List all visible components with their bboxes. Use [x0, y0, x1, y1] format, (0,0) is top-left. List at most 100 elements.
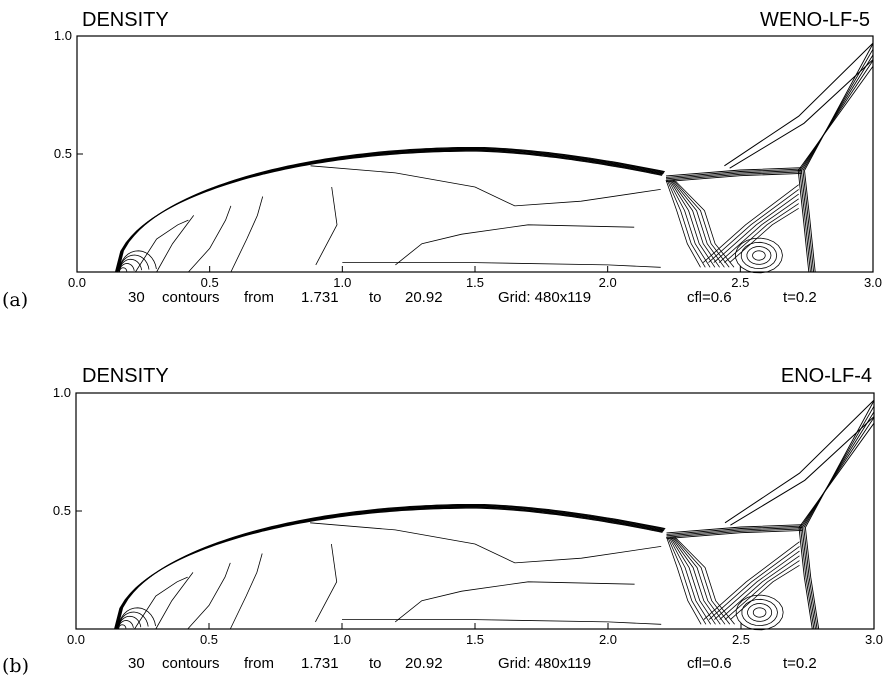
slip-shock-contour — [666, 529, 803, 540]
fan-contour — [708, 546, 800, 620]
y-tick-label: 0.5 — [54, 146, 72, 161]
x-tick-label: 2.5 — [731, 275, 749, 290]
jet-contour — [674, 179, 735, 268]
x-tick-label: 0.5 — [201, 275, 219, 290]
jet-contour — [674, 536, 735, 625]
slip-shock-contour — [666, 527, 803, 537]
caption-b-word-contours: contours — [162, 655, 220, 672]
jet-contour — [668, 179, 711, 268]
mach-stem-contour — [802, 170, 815, 273]
mach-stem-contour — [798, 527, 813, 630]
fan-contour — [724, 560, 800, 620]
nose-contour — [119, 254, 150, 273]
slip-shock-contour — [666, 524, 803, 534]
x-tick-label: 1.5 — [466, 275, 484, 290]
incident-shock-contour — [724, 399, 875, 524]
caption-b-count: 30 — [128, 655, 145, 672]
panel-a-ticks: 0.0 0.5 1.0 1.5 2.0 2.5 3.0 0.5 1.0 — [54, 28, 882, 290]
bow-shock-contour — [117, 146, 665, 273]
mach-stem-contour — [800, 170, 813, 273]
caption-a-word-contours: contours — [162, 289, 220, 306]
interior-contour — [315, 543, 338, 623]
jet-contour — [672, 179, 730, 268]
caption-b-grid: Grid: 480x119 — [498, 655, 591, 672]
reflected-shock-contour — [802, 48, 874, 171]
panel-a-scheme: WENO-LF-5 — [760, 9, 870, 31]
panel-b-contours — [114, 399, 875, 631]
bow-shock-contour — [114, 506, 664, 630]
x-tick-label: 3.0 — [864, 275, 882, 290]
bow-shock-contour — [115, 505, 664, 630]
interior-contour — [155, 572, 194, 630]
caption-a-word-to: to — [369, 289, 382, 306]
interior-contour — [395, 224, 635, 266]
interior-contour — [310, 522, 662, 564]
caption-b-min: 1.731 — [301, 655, 339, 672]
caption-b-cfl: cfl=0.6 — [687, 655, 732, 672]
fan-contour — [730, 564, 800, 620]
x-tick-label: 2.0 — [599, 632, 617, 647]
caption-b-time: t=0.2 — [783, 655, 817, 672]
interior-contour — [342, 262, 661, 268]
reflected-shock-contour — [803, 405, 875, 528]
panel-b-label: (b) — [2, 655, 29, 677]
reflected-shock-contour — [798, 422, 875, 528]
panel-b-caption: 30 contours from 1.731 to 20.92 Grid: 48… — [128, 655, 817, 672]
panel-b-title: DENSITY — [82, 365, 169, 387]
interior-contour — [187, 562, 231, 630]
reflected-shock-contour — [799, 60, 874, 171]
incident-shock-contour — [729, 59, 874, 169]
caption-b-max: 20.92 — [405, 655, 443, 672]
x-tick-label: 2.0 — [599, 275, 617, 290]
interior-contour — [342, 619, 662, 625]
fan-contour — [724, 203, 799, 263]
slip-shock-contour — [666, 528, 803, 538]
x-tick-label: 0.0 — [67, 632, 85, 647]
slip-shock-contour — [665, 167, 802, 177]
slip-shock-contour — [665, 170, 802, 180]
mach-stem-contour — [803, 527, 818, 630]
jet-contour — [668, 536, 712, 625]
slip-shock-contour — [665, 171, 802, 181]
slip-shock-contour — [665, 172, 802, 183]
bow-shock-contour — [115, 149, 663, 273]
caption-a-time: t=0.2 — [783, 289, 817, 306]
caption-a-cfl: cfl=0.6 — [687, 289, 732, 306]
caption-a-min: 1.731 — [301, 289, 339, 306]
incident-shock-contour — [724, 42, 874, 167]
fan-contour — [708, 189, 799, 263]
reflected-shock-contour — [805, 400, 875, 528]
interior-contour — [229, 553, 263, 630]
bow-shock-contour — [116, 503, 666, 630]
vortex-contour — [740, 241, 778, 270]
caption-a-count: 30 — [128, 289, 145, 306]
panel-b-scheme: ENO-LF-4 — [781, 365, 872, 387]
y-tick-label: 1.0 — [53, 385, 71, 400]
slip-shock-contour — [665, 168, 802, 178]
bow-shock-contour — [117, 147, 665, 273]
mach-stem-contour — [804, 170, 816, 273]
vortex-contour — [746, 246, 772, 265]
mach-stem-contour — [797, 170, 810, 273]
bow-shock-contour — [116, 148, 664, 273]
reflected-shock-contour — [804, 43, 874, 171]
jet-contour — [666, 536, 702, 625]
bow-shock-contour — [116, 504, 665, 630]
jet-contour — [667, 536, 707, 625]
fan-contour — [702, 184, 799, 263]
vortex-contour — [735, 594, 784, 631]
x-tick-label: 3.0 — [865, 632, 883, 647]
fan-contour — [713, 193, 799, 263]
nose-contour — [118, 624, 127, 629]
y-tick-label: 1.0 — [54, 28, 72, 43]
jet-contour — [666, 179, 706, 268]
x-tick-label: 1.0 — [333, 275, 351, 290]
mach-stem-contour — [801, 527, 816, 630]
mach-stem-contour — [804, 527, 820, 630]
jet-contour — [673, 536, 731, 625]
bow-shock-contour — [114, 507, 663, 630]
mach-stem-contour — [799, 170, 811, 273]
interior-contour — [315, 186, 338, 266]
panel-a-caption: 30 contours from 1.731 to 20.92 Grid: 48… — [128, 289, 817, 306]
mach-stem-contour — [800, 527, 815, 630]
